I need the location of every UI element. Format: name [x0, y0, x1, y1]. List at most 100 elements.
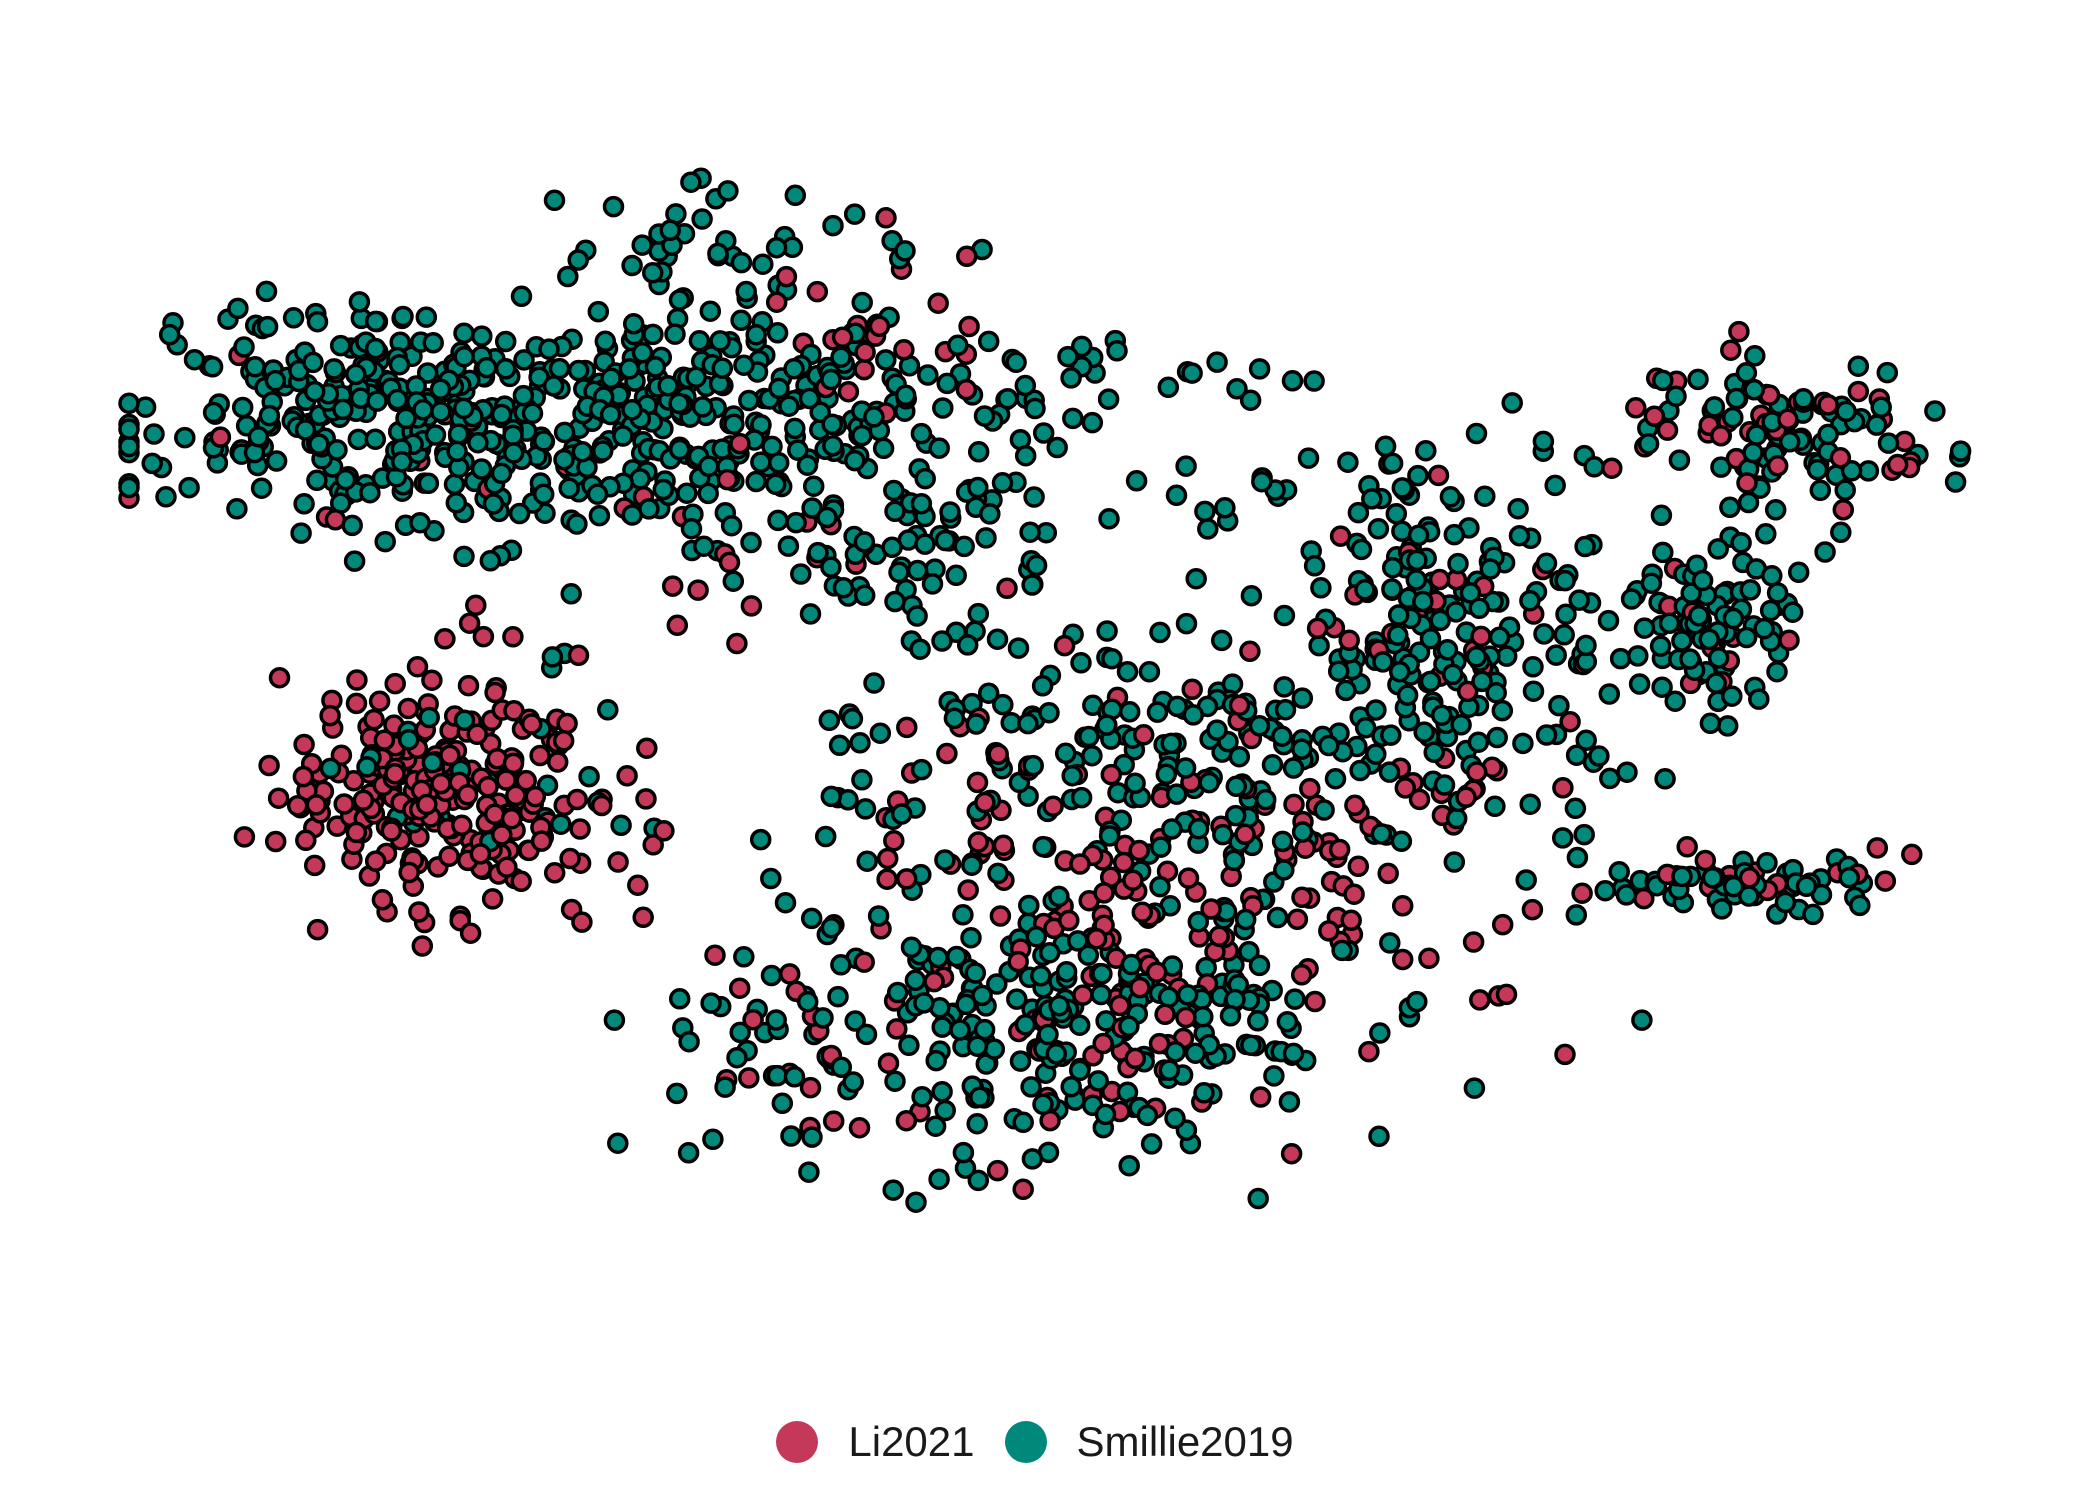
point-smillie2019	[818, 709, 841, 732]
point-li2021	[967, 831, 990, 853]
point-smillie2019	[445, 492, 468, 514]
point-li2021	[1738, 866, 1761, 889]
point-smillie2019	[1507, 497, 1529, 520]
point-smillie2019	[884, 500, 906, 523]
point-smillie2019	[780, 1125, 802, 1147]
point-li2021	[1394, 777, 1417, 799]
point-smillie2019	[1291, 821, 1314, 843]
point-smillie2019	[1057, 345, 1079, 368]
point-smillie2019	[1654, 768, 1676, 790]
point-smillie2019	[1716, 715, 1739, 737]
point-smillie2019	[796, 990, 819, 1013]
point-smillie2019	[1014, 444, 1037, 467]
point-li2021	[1866, 837, 1889, 859]
point-li2021	[1053, 634, 1076, 657]
point-smillie2019	[566, 513, 588, 535]
point-smillie2019	[638, 498, 660, 520]
point-li2021	[500, 807, 523, 830]
point-li2021	[456, 784, 479, 806]
point-smillie2019	[1668, 449, 1691, 471]
point-li2021	[661, 575, 684, 597]
point-smillie2019	[802, 475, 825, 497]
point-smillie2019	[1391, 477, 1414, 499]
point-smillie2019	[1324, 767, 1347, 790]
point-smillie2019	[969, 1086, 991, 1109]
point-smillie2019	[1308, 634, 1330, 657]
point-smillie2019	[960, 926, 982, 949]
point-smillie2019	[1254, 788, 1277, 811]
point-smillie2019	[722, 570, 745, 592]
point-smillie2019	[749, 828, 772, 851]
point-smillie2019	[890, 803, 913, 825]
point-smillie2019	[345, 363, 367, 386]
point-smillie2019	[174, 426, 196, 449]
point-smillie2019	[1419, 627, 1442, 650]
point-smillie2019	[1174, 757, 1197, 779]
point-smillie2019	[256, 315, 279, 338]
point-smillie2019	[1369, 1022, 1391, 1044]
point-smillie2019	[925, 1049, 947, 1072]
point-smillie2019	[118, 392, 140, 415]
point-smillie2019	[1261, 754, 1284, 776]
point-li2021	[458, 612, 481, 634]
point-smillie2019	[1471, 670, 1493, 693]
point-smillie2019	[1349, 759, 1371, 782]
point-li2021	[822, 1110, 845, 1132]
point-smillie2019	[594, 330, 617, 353]
point-smillie2019	[1096, 714, 1118, 736]
point-li2021	[936, 742, 958, 765]
point-li2021	[1291, 886, 1313, 909]
point-smillie2019	[1118, 1015, 1140, 1037]
point-smillie2019	[1297, 447, 1320, 469]
point-li2021	[877, 1052, 900, 1074]
point-li2021	[740, 595, 763, 617]
point-smillie2019	[821, 413, 843, 436]
point-smillie2019	[1101, 647, 1123, 670]
point-smillie2019	[898, 1034, 920, 1057]
point-smillie2019	[118, 476, 140, 499]
point-li2021	[469, 843, 492, 865]
point-smillie2019	[1594, 879, 1616, 902]
point-smillie2019	[1691, 569, 1714, 592]
point-li2021	[1427, 464, 1450, 487]
point-smillie2019	[1347, 501, 1370, 524]
point-li2021	[333, 793, 355, 815]
point-smillie2019	[1533, 623, 1555, 645]
point-smillie2019	[1761, 565, 1783, 587]
point-li2021	[1625, 397, 1647, 419]
point-li2021	[330, 744, 353, 766]
point-li2021	[373, 729, 396, 751]
point-smillie2019	[800, 907, 823, 930]
point-li2021	[1495, 983, 1518, 1006]
point-li2021	[636, 737, 658, 759]
point-smillie2019	[869, 722, 892, 744]
point-smillie2019	[911, 1085, 933, 1108]
point-smillie2019	[1021, 574, 1043, 596]
point-li2021	[986, 1159, 1009, 1182]
point-smillie2019	[1703, 396, 1726, 418]
point-smillie2019	[1067, 930, 1089, 952]
point-smillie2019	[1354, 717, 1377, 739]
point-smillie2019	[745, 323, 767, 346]
point-li2021	[305, 794, 328, 816]
point-li2021	[1418, 947, 1440, 970]
point-smillie2019	[1583, 456, 1605, 478]
point-smillie2019	[1276, 1010, 1299, 1033]
point-smillie2019	[790, 563, 812, 585]
point-li2021	[1720, 339, 1742, 361]
point-smillie2019	[490, 403, 513, 426]
point-smillie2019	[1407, 524, 1430, 547]
point-smillie2019	[348, 291, 371, 313]
point-smillie2019	[1157, 986, 1180, 1008]
point-smillie2019	[1006, 988, 1028, 1010]
point-smillie2019	[952, 1141, 975, 1164]
point-smillie2019	[1519, 589, 1541, 612]
point-smillie2019	[778, 395, 800, 417]
point-smillie2019	[1238, 940, 1260, 963]
point-smillie2019	[306, 469, 328, 492]
point-li2021	[1408, 788, 1431, 811]
point-li2021	[718, 551, 741, 574]
point-smillie2019	[1291, 738, 1313, 760]
point-li2021	[1643, 405, 1666, 427]
point-smillie2019	[698, 455, 720, 478]
